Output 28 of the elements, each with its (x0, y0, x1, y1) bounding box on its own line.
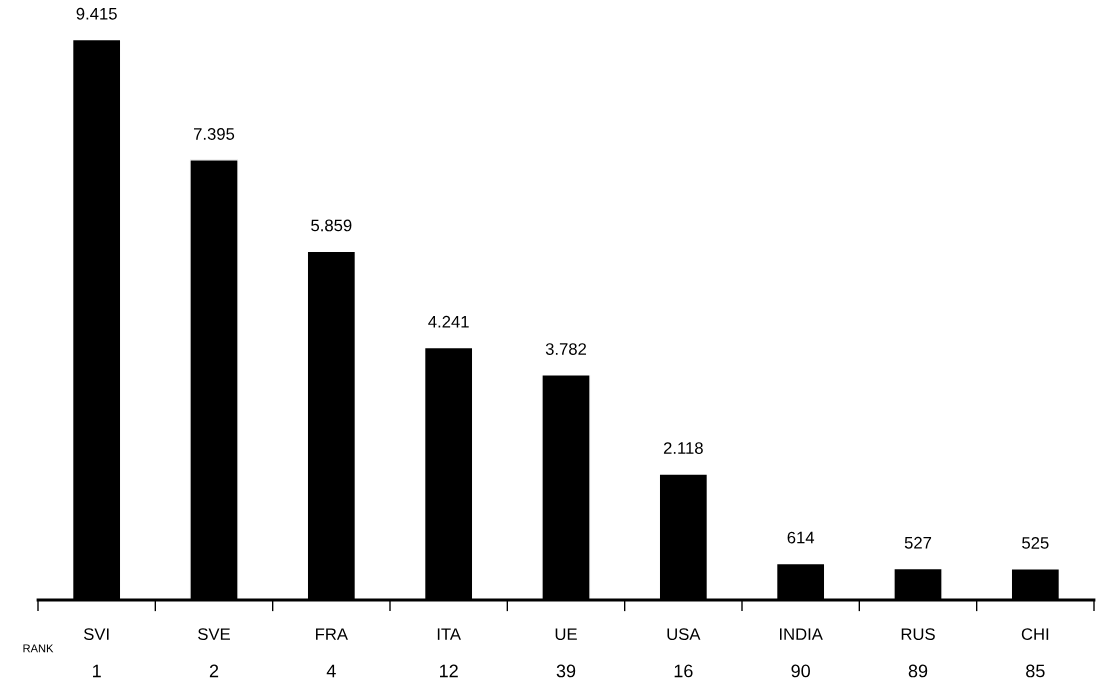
data-label: 2.118 (663, 442, 703, 454)
text: 4 (326, 664, 336, 678)
text: 90 (791, 664, 810, 678)
x-tick-label: CHI (1021, 628, 1049, 641)
text: RANK (23, 644, 54, 653)
text: 39 (556, 664, 576, 678)
data-label: 7.395 (194, 128, 235, 140)
x-tick-label: SVE (198, 628, 230, 641)
text: 16 (674, 664, 693, 678)
text: 1 (93, 664, 101, 678)
data-label: 5.859 (311, 219, 352, 232)
text: 89 (908, 664, 928, 678)
text: 12 (440, 664, 458, 678)
x-tick-label: ITA (437, 628, 461, 640)
x-tick-label: FRA (316, 628, 348, 640)
x-tick-label: INDIA (779, 628, 823, 640)
data-label: 527 (904, 536, 932, 549)
x-tick-label: SVI (83, 628, 109, 641)
data-label: 3.782 (545, 343, 587, 355)
data-label: 614 (787, 531, 815, 544)
x-tick-label: UE (555, 628, 577, 641)
x-tick-label: USA (667, 628, 701, 641)
text: 2 (209, 664, 219, 678)
data-label: 4.241 (428, 315, 469, 328)
data-label: 525 (1022, 536, 1049, 549)
x-tick-label: RUS (901, 628, 935, 641)
data-label: 9.415 (76, 7, 117, 20)
text: 85 (1026, 664, 1045, 678)
